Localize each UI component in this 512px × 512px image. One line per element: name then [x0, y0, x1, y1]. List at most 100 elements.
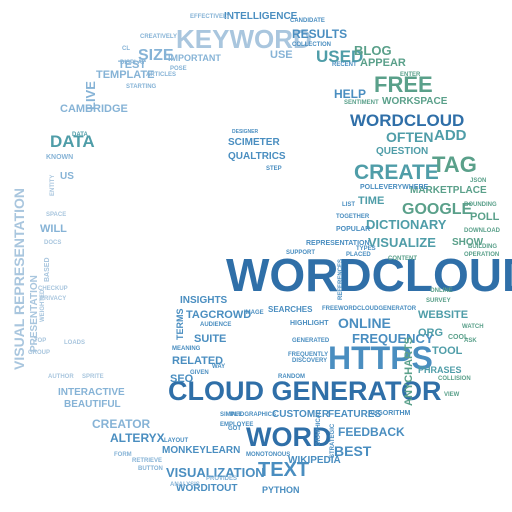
word-highlight: HIGHLIGHT	[290, 320, 329, 327]
word-size: SIZE	[138, 47, 174, 64]
word-creator: CREATOR	[92, 417, 151, 431]
word-help: HELP	[334, 87, 367, 101]
word-cl: CL	[122, 46, 130, 52]
word-survey: SURVEY	[426, 298, 451, 304]
word-freewordcloudgenerator: FREEWORDCLOUDGENERATOR	[322, 306, 417, 312]
word-online: ONLINE	[338, 315, 391, 331]
word-representation: REPRESENTATION	[306, 240, 370, 247]
word-cloud-generator: CLOUD GENERATOR	[168, 376, 442, 406]
word-display: DISPLAY	[120, 60, 146, 66]
word-polleverywhere: POLLEVERYWHERE	[360, 184, 429, 191]
word-anycharts: ANYCHARTS	[403, 336, 415, 406]
word-https: HTTPS	[328, 340, 433, 376]
word-monotonous: MONOTONOUS	[246, 452, 291, 458]
word-worditout: WORDITOUT	[176, 483, 238, 494]
word-candidate: CANDIDATE	[290, 18, 325, 24]
word-website: WEBSITE	[418, 309, 469, 321]
word-template: TEMPLATE	[96, 69, 155, 81]
word-visualize: VISUALIZE	[368, 235, 436, 250]
word-json: JSON	[470, 178, 487, 184]
word-word: WORD	[246, 422, 332, 452]
word-support: SUPPORT	[286, 250, 316, 256]
word-blog: BLOG	[354, 43, 392, 58]
word-used: USED	[316, 47, 364, 66]
word-cool: COOL	[448, 334, 469, 341]
word-pose: POSE	[170, 66, 187, 72]
word-frequently: FREQUENTLY	[288, 352, 329, 358]
word-seo: SEO	[170, 373, 194, 385]
word-together: TOGETHER	[336, 214, 370, 220]
word-frequency: FREQUENCY	[352, 331, 434, 346]
word-weighted: WEIGHTED	[40, 289, 46, 322]
word-provides: PROVIDES	[206, 476, 238, 482]
word-meaning: MEANING	[172, 346, 201, 352]
word-given: GIVEN	[190, 370, 209, 376]
word-collection: COLLECTION	[292, 42, 331, 48]
word-list: LIST	[342, 202, 355, 208]
word-view: VIEW	[444, 392, 460, 398]
word-visualization: VISUALIZATION	[166, 465, 265, 480]
word-button: BUTTON	[138, 466, 163, 472]
word-group: GROUP	[28, 350, 51, 356]
word-beautiful: BEAUTIFUL	[64, 399, 121, 410]
word-effectively: EFFECTIVELY	[190, 14, 231, 20]
word-features: FEATURES	[328, 409, 382, 420]
word-time: TIME	[358, 195, 385, 207]
word-qualtrics: QUALTRICS	[228, 151, 286, 162]
word-top: TOP	[34, 338, 47, 344]
word-related: RELATED	[172, 355, 224, 367]
word-insights: INSIGHTS	[180, 295, 228, 306]
word-poll: POLL	[470, 211, 500, 223]
word-tool: TOOL	[432, 345, 463, 357]
word-workspace: WORKSPACE	[382, 96, 448, 107]
word-got: GOT	[228, 426, 241, 432]
word-monkeylearn: MONKEYLEARN	[162, 445, 241, 456]
word-appear: APPEAR	[360, 57, 406, 69]
word-content: CONTENT	[388, 256, 417, 262]
word-based: BASED	[44, 257, 51, 282]
word-collision: COLLISION	[438, 376, 471, 382]
word-sentiment: SENTIMENT	[344, 100, 379, 106]
word-author: AUTHOR	[48, 374, 74, 380]
word-python: PYTHON	[262, 485, 300, 495]
word-dictionary: DICTIONARY	[366, 217, 447, 232]
word-question: QUESTION	[376, 146, 429, 157]
word-show: SHOW	[452, 237, 484, 248]
word-sprite: SPRITE	[82, 374, 104, 380]
word-data: DATA	[50, 132, 95, 151]
word-articles: ARTICLES	[146, 72, 176, 78]
word-strategic: STRATEGIC	[330, 423, 336, 458]
word-wordcloud-small: WORDCLOUD	[350, 111, 465, 130]
word-references: REFERENCES	[338, 258, 344, 300]
word-download: DOWNLOAD	[464, 228, 500, 234]
word-discovery: DISCOVERY	[292, 358, 328, 364]
word-algorithm: ALGORITHM	[368, 410, 411, 417]
word-creatively: CREATIVELY	[140, 34, 178, 40]
word-online-small: ONLINE	[430, 288, 453, 294]
word-alteryx: ALTERYX	[110, 431, 165, 445]
word-bounding: BOUNDING	[464, 202, 497, 208]
word-create: CREATE	[354, 161, 439, 184]
word-text: TEXT	[258, 459, 310, 481]
word-marketplace: MARKETPLACE	[410, 185, 487, 196]
word-important: IMPORTANT	[168, 53, 221, 63]
word-privacy: PRIVACY	[40, 296, 67, 302]
word-live: LIVE	[83, 81, 98, 110]
word-form: FORM	[114, 452, 132, 458]
word-retrieve: RETRIEVE	[132, 458, 163, 464]
word-designer: DESIGNER	[232, 129, 259, 135]
word-recent: RECENT	[332, 62, 357, 68]
word-loads: LOADS	[64, 340, 85, 346]
word-searches: SEARCHES	[268, 305, 313, 314]
word-org: ORG	[418, 327, 444, 339]
word-test: TEST	[118, 59, 147, 71]
word-way: WAY	[212, 364, 226, 370]
word-often: OFTEN	[386, 129, 434, 145]
word-use: USE	[270, 49, 293, 61]
word-best: BEST	[334, 443, 372, 459]
word-infographics: INFOGRAPHICS	[230, 412, 277, 418]
word-space: SPACE	[46, 212, 67, 218]
word-building: BUILDING	[468, 244, 497, 250]
word-wordcloud-large: WORDCLOUD	[226, 249, 512, 301]
